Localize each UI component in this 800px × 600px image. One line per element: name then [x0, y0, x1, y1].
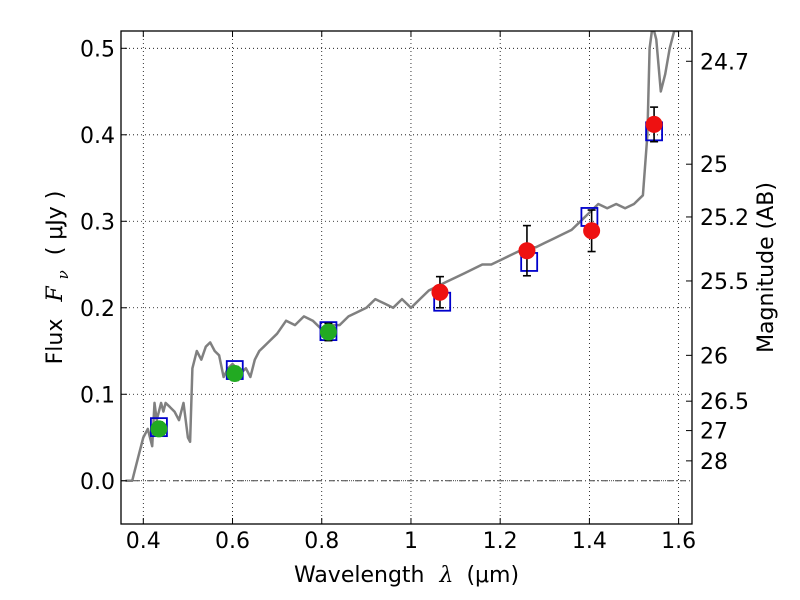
data-series — [125, 31, 679, 483]
x-tick-label: 0.8 — [304, 529, 339, 554]
x-tick-label: 1.6 — [661, 529, 696, 554]
axis-ticks: 0.4 0.6 0.8 1 1.2 1.4 1.6 0.0 0.1 0.2 0.3 0.4 0.5 24.… — [80, 31, 749, 554]
x-tick-label: 1.4 — [572, 529, 607, 554]
magnitude-tick-label: 24.7 — [700, 50, 749, 75]
magnitude-tick-label: 28 — [700, 450, 728, 475]
y-tick-label: 0.2 — [80, 297, 115, 322]
model-spectrum-line — [125, 31, 679, 483]
svg-text:Flux F ν ( μ: Flux F ν ( μJy ) — [43, 191, 74, 365]
magnitude-tick-label: 26.5 — [700, 390, 749, 415]
magnitude-tick-label: 27 — [700, 420, 728, 445]
magnitude-tick-label: 26 — [700, 344, 728, 369]
observed-photometry-point — [150, 420, 168, 438]
y-tick-label: 0.3 — [80, 210, 115, 235]
y-axis-label: Flux F ν ( μJy ) — [43, 191, 74, 365]
observed-photometry-point — [645, 115, 663, 133]
y2-axis-label: Magnitude (AB) — [754, 182, 779, 353]
y-axis-label-symbol: F — [43, 286, 68, 303]
x-axis-label-text: Wavelength — [294, 563, 425, 588]
y-tick-label: 0.5 — [80, 37, 115, 62]
observed-photometry-point — [319, 323, 337, 341]
x-tick-label: 0.4 — [126, 529, 161, 554]
y2-axis-label-group: Magnitude (AB) — [754, 182, 779, 353]
series-clip-group — [125, 31, 679, 483]
x-axis-label: Wavelength λ (μm) — [294, 563, 519, 588]
y-tick-label: 0.1 — [80, 383, 115, 408]
plot-frame — [120, 30, 693, 525]
x-tick-label: 1 — [404, 529, 418, 554]
magnitude-tick-label: 25.5 — [700, 270, 749, 295]
observed-photometry-point — [226, 365, 244, 383]
y-axis-label-text: Flux — [43, 319, 68, 365]
grid-lines — [121, 31, 692, 524]
magnitude-tick-label: 25.2 — [700, 206, 749, 231]
x-tick-label: 1.2 — [483, 529, 518, 554]
magnitude-tick-label: 25 — [700, 153, 728, 178]
observed-photometry-point — [431, 283, 449, 301]
x-tick-label: 0.6 — [215, 529, 250, 554]
observed-photometry-point — [518, 242, 536, 260]
y-axis-label-subscript: ν — [54, 270, 72, 279]
x-axis-label-symbol: λ — [438, 563, 453, 588]
observed-photometry-point — [583, 222, 601, 240]
y-axis-label-unit: ( μJy ) — [43, 191, 68, 256]
y-tick-label: 0.0 — [80, 470, 115, 495]
x-axis-label-unit: (μm) — [466, 563, 519, 588]
y-tick-label: 0.4 — [80, 124, 115, 149]
